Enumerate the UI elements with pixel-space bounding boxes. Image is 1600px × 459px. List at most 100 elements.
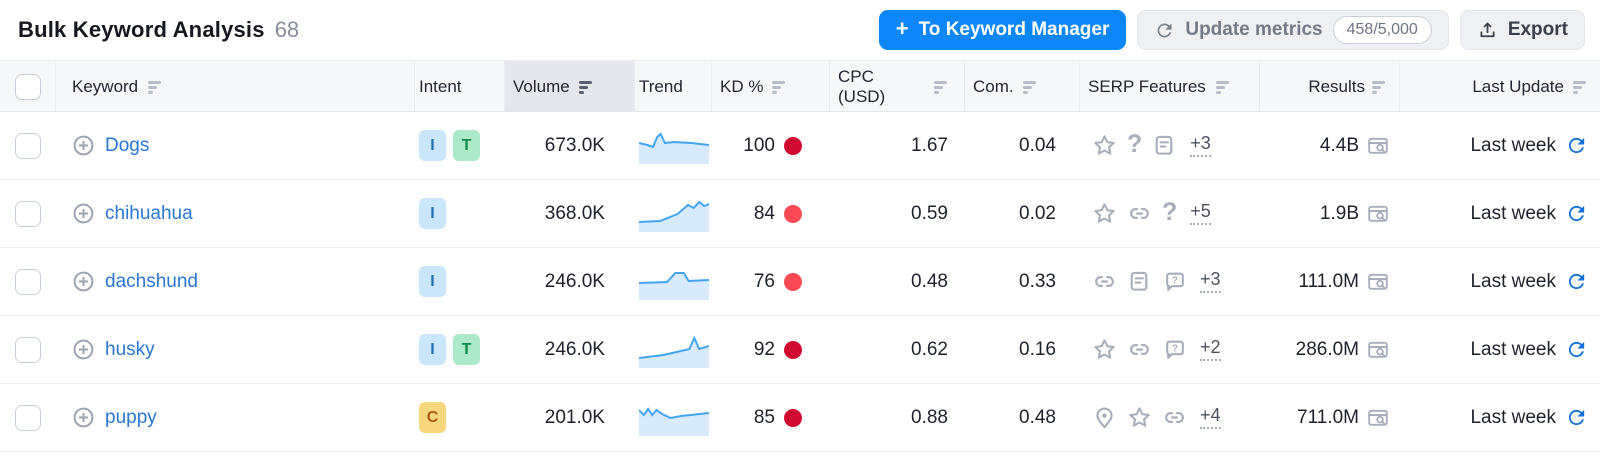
sort-icon [1573, 81, 1586, 94]
row-select-cell [0, 180, 56, 247]
results-cell: 111.0M [1260, 248, 1400, 315]
row-checkbox[interactable] [15, 336, 41, 363]
kd-cell: 92 [712, 316, 830, 383]
location-icon [1092, 405, 1117, 430]
table-body: Dogs I T 673.0K 100 1.67 0.04? +3 4.4B Last week c… [0, 112, 1600, 452]
trend-sparkline [639, 400, 709, 436]
expand-keyword-icon[interactable] [72, 202, 95, 225]
sort-icon [148, 81, 162, 94]
last-update-cell: Last week [1400, 384, 1600, 451]
serp-preview-icon[interactable] [1366, 338, 1390, 362]
refresh-keyword-icon[interactable] [1565, 406, 1588, 429]
intent-badge-t[interactable]: T [453, 334, 480, 365]
keyword-count: 68 [274, 17, 300, 42]
update-metrics-button[interactable]: Update metrics 458/5,000 [1137, 10, 1449, 50]
results-cell: 1.9B [1260, 180, 1400, 247]
kd-value: 100 [743, 134, 775, 156]
serp-features-cell: ? +2 [1080, 316, 1260, 383]
svg-text:?: ? [1172, 343, 1178, 354]
serp-more-link[interactable]: +4 [1200, 405, 1221, 430]
last-update-cell: Last week [1400, 112, 1600, 179]
results-cell: 4.4B [1260, 112, 1400, 179]
results-cell: 286.0M [1260, 316, 1400, 383]
serp-more-link[interactable]: +5 [1190, 201, 1211, 226]
intent-badge-i[interactable]: I [419, 198, 446, 229]
kd-difficulty-dot [784, 136, 802, 155]
kd-value: 76 [753, 270, 775, 292]
competition-cell: 0.04 [965, 112, 1080, 179]
question-bubble-icon: ? [1162, 269, 1187, 294]
serp-preview-icon[interactable] [1366, 406, 1390, 430]
question-icon: ? [1162, 197, 1178, 226]
row-checkbox[interactable] [15, 404, 41, 431]
row-select-cell [0, 248, 56, 315]
serp-preview-icon[interactable] [1366, 134, 1390, 158]
link-icon [1127, 337, 1152, 362]
intent-badge-c[interactable]: C [419, 402, 446, 433]
competition-value: 0.04 [1019, 134, 1056, 156]
kd-difficulty-dot [784, 272, 802, 291]
keyword-cell: chihuahua [56, 180, 415, 247]
volume-value: 246.0K [544, 338, 605, 360]
to-keyword-manager-button[interactable]: + To Keyword Manager [878, 10, 1127, 50]
expand-keyword-icon[interactable] [72, 406, 95, 429]
intent-cell: I [415, 180, 505, 247]
table-row: dachshund I 246.0K 76 0.48 0.33? +3 111.0M Last … [0, 248, 1600, 316]
keyword-link[interactable]: husky [105, 338, 155, 360]
volume-cell: 673.0K [505, 112, 635, 179]
column-header-com[interactable]: Com. [965, 61, 1080, 111]
column-header-serp-features[interactable]: SERP Features [1080, 61, 1260, 111]
row-checkbox[interactable] [15, 132, 41, 159]
column-label: Results [1308, 76, 1365, 96]
cpc-cell: 0.59 [830, 180, 965, 247]
export-button[interactable]: Export [1459, 10, 1585, 50]
kd-difficulty-dot [784, 408, 802, 427]
column-label: Intent [419, 76, 462, 96]
refresh-keyword-icon[interactable] [1565, 134, 1588, 157]
last-update-cell: Last week [1400, 248, 1600, 315]
keyword-link[interactable]: Dogs [105, 134, 150, 156]
volume-cell: 246.0K [505, 316, 635, 383]
column-header-cpc-usd[interactable]: CPC (USD) [830, 61, 965, 111]
results-value: 286.0M [1295, 338, 1359, 360]
column-header-results[interactable]: Results [1260, 61, 1400, 111]
serp-preview-icon[interactable] [1366, 270, 1390, 294]
row-checkbox[interactable] [15, 268, 41, 295]
trend-sparkline [639, 332, 709, 368]
cpc-cell: 0.62 [830, 316, 965, 383]
column-header-kd[interactable]: KD % [712, 61, 830, 111]
expand-keyword-icon[interactable] [72, 134, 95, 157]
serp-more-link[interactable]: +2 [1200, 337, 1221, 362]
intent-badge-i[interactable]: I [419, 266, 446, 297]
keyword-link[interactable]: chihuahua [105, 202, 193, 224]
competition-value: 0.02 [1019, 202, 1056, 224]
cpc-value: 1.67 [911, 134, 948, 156]
intent-badge-i[interactable]: I [419, 130, 446, 161]
intent-badge-t[interactable]: T [453, 130, 480, 161]
star-icon [1092, 201, 1117, 226]
expand-keyword-icon[interactable] [72, 270, 95, 293]
trend-sparkline [639, 264, 709, 300]
serp-preview-icon[interactable] [1366, 202, 1390, 226]
row-checkbox[interactable] [15, 200, 41, 227]
column-header-volume[interactable]: Volume [505, 61, 635, 111]
refresh-keyword-icon[interactable] [1565, 338, 1588, 361]
intent-badge-i[interactable]: I [419, 334, 446, 365]
refresh-keyword-icon[interactable] [1565, 202, 1588, 225]
select-all-checkbox[interactable] [14, 73, 41, 100]
serp-more-link[interactable]: +3 [1200, 269, 1221, 294]
last-update-value: Last week [1470, 134, 1556, 156]
column-header-last-update[interactable]: Last Update [1400, 61, 1600, 111]
update-quota-badge: 458/5,000 [1332, 16, 1432, 44]
serp-more-link[interactable]: +3 [1190, 133, 1211, 158]
results-cell: 711.0M [1260, 384, 1400, 451]
results-value: 4.4B [1319, 134, 1359, 156]
competition-value: 0.33 [1019, 270, 1056, 292]
keyword-link[interactable]: puppy [105, 406, 157, 428]
volume-value: 368.0K [544, 202, 605, 224]
sort-icon [1215, 81, 1229, 94]
column-header-keyword[interactable]: Keyword [56, 61, 415, 111]
refresh-keyword-icon[interactable] [1565, 270, 1588, 293]
expand-keyword-icon[interactable] [72, 338, 95, 361]
keyword-link[interactable]: dachshund [105, 270, 198, 292]
